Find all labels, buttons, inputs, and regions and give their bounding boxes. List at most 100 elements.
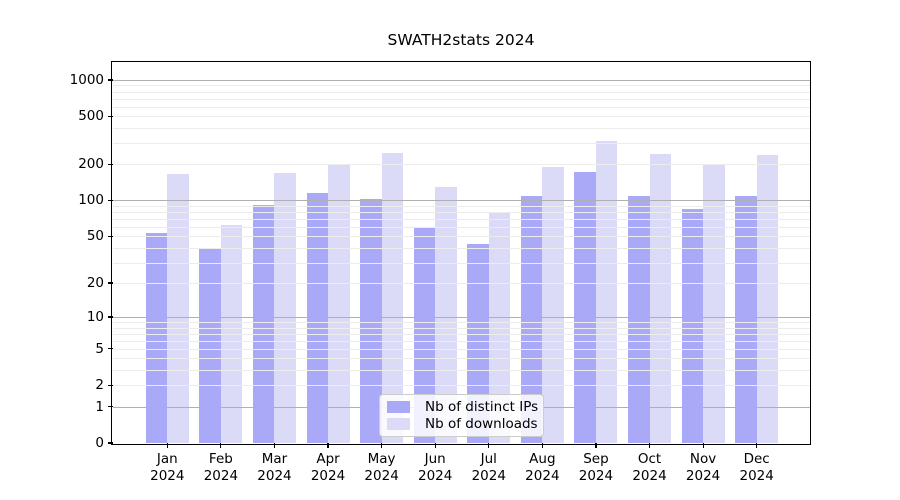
minor-gridline-2 — [112, 385, 810, 387]
bar-nb-of-distinct-ips-jul — [467, 244, 489, 443]
legend-label-distinct-ips: Nb of distinct IPs — [425, 399, 539, 416]
x-tick-mark-jun — [434, 443, 436, 448]
y-tick-label-1: 1 — [95, 398, 104, 415]
y-tick-label-2: 2 — [95, 377, 104, 394]
x-tick-year-sep: 2024 — [578, 467, 614, 484]
minor-gridline-6 — [112, 340, 810, 342]
x-tick-year-jun: 2024 — [418, 467, 453, 484]
legend: Nb of distinct IPs Nb of downloads — [379, 394, 544, 437]
bar-nb-of-distinct-ips-sep — [574, 172, 596, 443]
bar-nb-of-downloads-jan — [167, 174, 189, 443]
bar-nb-of-distinct-ips-mar — [252, 204, 275, 443]
x-tick-month-aug: Aug — [529, 451, 556, 467]
bar-nb-of-distinct-ips-jun — [413, 227, 436, 443]
legend-item-downloads: Nb of downloads — [387, 416, 538, 433]
x-tick-label-apr: Apr 2024 — [298, 451, 358, 484]
legend-swatch-distinct-ips — [387, 401, 410, 414]
x-tick-mark-jul — [488, 443, 490, 448]
minor-gridline-60 — [112, 226, 810, 228]
bar-nb-of-distinct-ips-feb — [199, 247, 221, 443]
minor-gridline-700 — [112, 98, 810, 100]
x-tick-year-dec: 2024 — [739, 467, 774, 484]
y-tick-label-100: 100 — [78, 192, 104, 209]
x-tick-label-oct: Oct 2024 — [620, 451, 680, 484]
x-tick-mark-apr — [327, 443, 329, 448]
bar-nb-of-downloads-oct — [649, 153, 672, 443]
x-tick-year-jan: 2024 — [150, 467, 185, 484]
x-tick-label-sep: Sep 2024 — [566, 451, 626, 484]
minor-gridline-200 — [112, 164, 810, 166]
y-tick-mark-5 — [108, 348, 113, 350]
minor-gridline-20 — [112, 283, 810, 284]
minor-gridline-8 — [112, 327, 810, 329]
minor-gridline-3 — [112, 370, 810, 372]
x-tick-label-may: May 2024 — [352, 451, 412, 484]
bar-nb-of-distinct-ips-may — [360, 198, 382, 443]
major-gridline-100 — [112, 200, 810, 202]
x-tick-label-aug: Aug 2024 — [512, 451, 572, 484]
x-tick-mark-oct — [648, 443, 651, 448]
bar-nb-of-downloads-dec — [756, 155, 779, 443]
x-tick-month-apr: Apr — [316, 451, 340, 467]
minor-gridline-70 — [112, 218, 810, 220]
minor-gridline-40 — [112, 247, 810, 249]
bar-nb-of-downloads-jun — [435, 186, 457, 443]
minor-gridline-500 — [112, 116, 810, 118]
y-tick-label-500: 500 — [78, 108, 104, 125]
major-gridline-1000 — [112, 79, 810, 81]
y-tick-mark-1000 — [108, 79, 113, 81]
x-tick-mark-may — [381, 443, 383, 448]
y-tick-mark-1 — [108, 405, 113, 408]
x-tick-month-jan: Jan — [156, 451, 178, 467]
x-tick-mark-feb — [220, 443, 222, 448]
y-tick-label-0: 0 — [95, 435, 104, 451]
y-tick-label-50: 50 — [86, 228, 104, 245]
minor-gridline-7 — [112, 333, 810, 335]
x-tick-label-dec: Dec 2024 — [727, 451, 787, 484]
x-tick-year-mar: 2024 — [257, 467, 292, 484]
bar-nb-of-downloads-mar — [274, 173, 296, 443]
x-tick-year-apr: 2024 — [310, 467, 346, 484]
x-tick-label-mar: Mar 2024 — [244, 451, 304, 484]
chart-title: SWATH2stats 2024 — [387, 31, 535, 49]
minor-gridline-900 — [112, 85, 810, 87]
x-tick-month-nov: Nov — [689, 451, 717, 467]
x-tick-month-jul: Jul — [480, 451, 497, 467]
y-tick-mark-200 — [108, 163, 113, 165]
x-tick-month-mar: Mar — [261, 451, 288, 467]
x-tick-label-jul: Jul 2024 — [459, 451, 519, 484]
minor-gridline-600 — [112, 106, 810, 108]
y-tick-label-10: 10 — [86, 308, 104, 325]
bar-nb-of-downloads-apr — [328, 163, 350, 443]
x-tick-year-nov: 2024 — [685, 467, 721, 484]
minor-gridline-4 — [112, 358, 810, 360]
x-tick-label-nov: Nov 2024 — [673, 451, 733, 484]
x-tick-label-jan: Jan 2024 — [137, 451, 197, 484]
y-tick-mark-0 — [108, 442, 113, 444]
bar-nb-of-distinct-ips-jan — [145, 233, 168, 443]
y-tick-mark-20 — [108, 282, 113, 284]
x-tick-month-oct: Oct — [637, 451, 662, 467]
bar-nb-of-distinct-ips-aug — [520, 196, 543, 443]
y-tick-label-1000: 1000 — [69, 71, 104, 88]
x-tick-mark-dec — [756, 443, 758, 448]
minor-gridline-5 — [112, 348, 810, 350]
x-tick-mark-aug — [541, 443, 543, 448]
minor-gridline-30 — [112, 262, 810, 264]
minor-gridline-9 — [112, 322, 810, 323]
x-tick-month-may: May — [367, 451, 396, 467]
x-tick-year-feb: 2024 — [203, 467, 239, 484]
bar-nb-of-downloads-nov — [703, 163, 725, 443]
bar-nb-of-distinct-ips-nov — [681, 208, 704, 443]
x-tick-year-may: 2024 — [364, 467, 399, 484]
x-tick-year-oct: 2024 — [632, 467, 667, 484]
y-tick-label-5: 5 — [95, 340, 104, 357]
y-tick-mark-100 — [108, 199, 113, 202]
minor-gridline-50 — [112, 236, 810, 238]
minor-gridline-800 — [112, 91, 810, 93]
x-tick-mark-jan — [166, 443, 168, 448]
x-tick-label-feb: Feb 2024 — [191, 451, 251, 484]
x-tick-month-feb: Feb — [208, 451, 233, 467]
minor-gridline-400 — [112, 128, 810, 130]
